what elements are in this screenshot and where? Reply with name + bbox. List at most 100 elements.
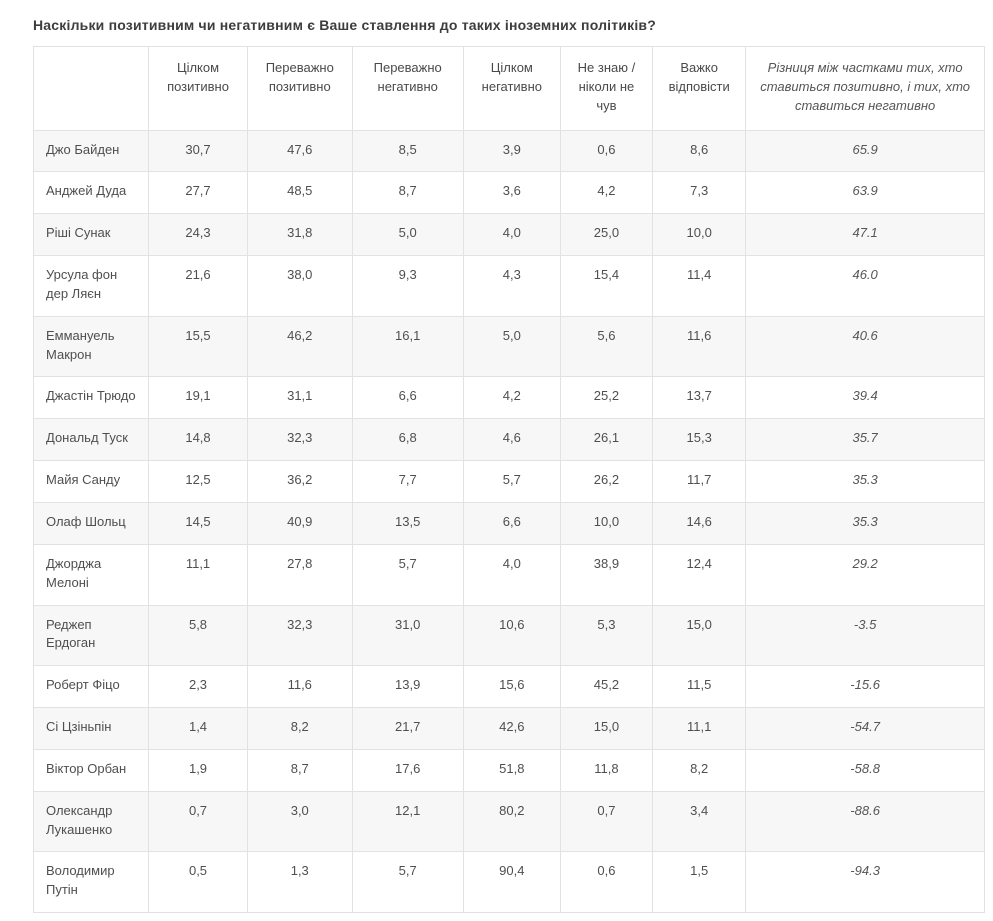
- difference-cell: 35.3: [745, 501, 985, 545]
- value-cell: 3,6: [462, 171, 561, 215]
- value-cell: 13,7: [652, 376, 747, 420]
- value-cell: 13,9: [351, 665, 464, 709]
- politician-column-header: [32, 46, 150, 131]
- value-cell: 11,6: [652, 315, 747, 378]
- value-cell: 80,2: [462, 790, 561, 853]
- value-cell: 4,2: [462, 376, 561, 420]
- value-cell: 1,4: [148, 707, 248, 750]
- difference-cell: 35.7: [745, 418, 985, 462]
- value-cell: 25,2: [559, 376, 654, 420]
- value-cell: 1,3: [246, 851, 353, 914]
- difference-cell: 29.2: [745, 543, 985, 606]
- value-cell: 21,7: [351, 707, 464, 750]
- value-cell: 14,6: [652, 501, 747, 545]
- value-cell: 8,7: [351, 171, 464, 215]
- politician-name: Дональд Туск: [32, 418, 150, 462]
- value-cell: 8,6: [652, 129, 747, 173]
- politician-name: Володимир Путін: [32, 851, 150, 914]
- value-cell: 5,8: [148, 604, 248, 667]
- value-cell: 10,6: [462, 604, 561, 667]
- value-cell: 10,0: [652, 213, 747, 257]
- value-cell: 16,1: [351, 315, 464, 378]
- value-cell: 9,3: [351, 255, 464, 317]
- value-cell: 15,0: [559, 707, 654, 750]
- table-row: Урсула фон дер Ляєн 21,6 38,0 9,3 4,3 15,4 11,…: [32, 255, 985, 317]
- value-cell: 26,1: [559, 418, 654, 462]
- value-cell: 4,0: [462, 213, 561, 257]
- value-cell: 31,1: [246, 376, 353, 420]
- value-cell: 45,2: [559, 665, 654, 709]
- value-cell: 90,4: [462, 851, 561, 914]
- value-cell: 47,6: [246, 129, 353, 173]
- value-cell: 19,1: [148, 376, 248, 420]
- table-row: Віктор Орбан 1,9 8,7 17,6 51,8 11,8 8,2 -58.8: [32, 748, 985, 792]
- difference-cell: 39.4: [745, 376, 985, 420]
- table-row: Джастін Трюдо 19,1 31,1 6,6 4,2 25,2 13,7 39.4: [32, 376, 985, 420]
- value-cell: 8,7: [246, 748, 353, 792]
- table-row: Роберт Фіцо 2,3 11,6 13,9 15,6 45,2 11,5 -15.6: [32, 665, 985, 709]
- value-cell: 2,3: [148, 665, 248, 709]
- difference-cell: 46.0: [745, 255, 985, 317]
- value-cell: 26,2: [559, 460, 654, 503]
- value-cell: 13,5: [351, 501, 464, 545]
- value-cell: 11,8: [559, 748, 654, 792]
- value-cell: 32,3: [246, 418, 353, 462]
- value-cell: 15,3: [652, 418, 747, 462]
- value-cell: 14,8: [148, 418, 248, 462]
- value-cell: 3,9: [462, 129, 561, 173]
- table-row: Сі Цзіньпін 1,4 8,2 21,7 42,6 15,0 11,1 -54.7: [32, 707, 985, 750]
- politicians-attitude-table: Цілком позитивно Переважно позитивно Перев…: [32, 46, 985, 914]
- value-cell: 1,9: [148, 748, 248, 792]
- value-cell: 0,5: [148, 851, 248, 914]
- value-cell: 30,7: [148, 129, 248, 173]
- value-cell: 31,0: [351, 604, 464, 667]
- value-cell: 38,0: [246, 255, 353, 317]
- value-cell: 4,2: [559, 171, 654, 215]
- column-header: Цілком позитивно: [148, 46, 248, 131]
- value-cell: 15,6: [462, 665, 561, 709]
- value-cell: 6,8: [351, 418, 464, 462]
- difference-cell: 47.1: [745, 213, 985, 257]
- politician-name: Еммануель Макрон: [32, 315, 150, 378]
- politician-name: Анджей Дуда: [32, 171, 150, 215]
- value-cell: 38,9: [559, 543, 654, 606]
- column-header: Переважно негативно: [351, 46, 464, 131]
- politician-name: Урсула фон дер Ляєн: [32, 255, 150, 317]
- value-cell: 11,1: [148, 543, 248, 606]
- value-cell: 25,0: [559, 213, 654, 257]
- value-cell: 6,6: [351, 376, 464, 420]
- table-body: Джо Байден 30,7 47,6 8,5 3,9 0,6 8,6 65.9 Анджей…: [32, 129, 985, 914]
- table-row: Дональд Туск 14,8 32,3 6,8 4,6 26,1 15,3 35.7: [32, 418, 985, 462]
- difference-cell: -3.5: [745, 604, 985, 667]
- value-cell: 27,8: [246, 543, 353, 606]
- value-cell: 46,2: [246, 315, 353, 378]
- politician-name: Джорджа Мелоні: [32, 543, 150, 606]
- value-cell: 5,3: [559, 604, 654, 667]
- value-cell: 5,7: [462, 460, 561, 503]
- value-cell: 36,2: [246, 460, 353, 503]
- value-cell: 3,4: [652, 790, 747, 853]
- value-cell: 11,7: [652, 460, 747, 503]
- value-cell: 11,1: [652, 707, 747, 750]
- value-cell: 5,6: [559, 315, 654, 378]
- difference-cell: 63.9: [745, 171, 985, 215]
- column-header: Цілком негативно: [462, 46, 561, 131]
- table-row: Майя Санду 12,5 36,2 7,7 5,7 26,2 11,7 35.3: [32, 460, 985, 503]
- politician-name: Сі Цзіньпін: [32, 707, 150, 750]
- value-cell: 15,5: [148, 315, 248, 378]
- politician-name: Реджеп Ердоган: [32, 604, 150, 667]
- politician-name: Олаф Шольц: [32, 501, 150, 545]
- value-cell: 10,0: [559, 501, 654, 545]
- table-row: Ріші Сунак 24,3 31,8 5,0 4,0 25,0 10,0 47.1: [32, 213, 985, 257]
- politician-name: Джастін Трюдо: [32, 376, 150, 420]
- value-cell: 8,5: [351, 129, 464, 173]
- value-cell: 15,4: [559, 255, 654, 317]
- value-cell: 6,6: [462, 501, 561, 545]
- table-row: Володимир Путін 0,5 1,3 5,7 90,4 0,6 1,5 -94.3: [32, 851, 985, 914]
- value-cell: 5,0: [462, 315, 561, 378]
- value-cell: 11,5: [652, 665, 747, 709]
- value-cell: 12,1: [351, 790, 464, 853]
- difference-cell: -94.3: [745, 851, 985, 914]
- value-cell: 8,2: [652, 748, 747, 792]
- page-title: Наскільки позитивним чи негативним є Ваш…: [33, 17, 656, 33]
